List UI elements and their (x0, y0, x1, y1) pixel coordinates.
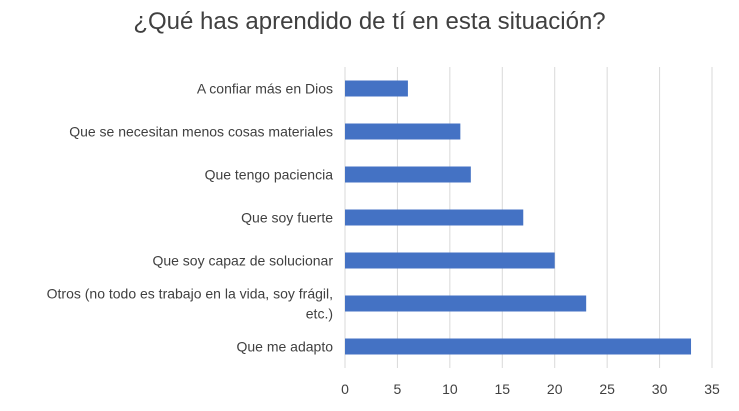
x-tick-label: 10 (442, 381, 458, 397)
x-axis-ticks: 0 5 10 15 20 25 30 35 (341, 381, 720, 397)
category-label-5: Que soy capaz de solucionar (152, 253, 333, 269)
x-tick-label: 35 (704, 381, 720, 397)
bar-5 (345, 252, 555, 269)
x-tick-label: 30 (652, 381, 668, 397)
bars (345, 80, 692, 355)
bar-7 (345, 338, 692, 355)
category-label-1: A confiar más en Dios (197, 81, 333, 97)
x-tick-label: 0 (341, 381, 349, 397)
x-tick-label: 15 (494, 381, 510, 397)
category-labels: A confiar más en Dios Que se necesitan me… (47, 81, 334, 355)
x-tick-label: 20 (547, 381, 563, 397)
x-tick-label: 5 (394, 381, 402, 397)
bar-4 (345, 209, 524, 226)
bar-1 (345, 80, 408, 97)
category-label-6: Otros (no todo es trabajo en la vida, so… (47, 286, 333, 322)
category-label-4: Que soy fuerte (241, 210, 333, 226)
bar-3 (345, 166, 471, 183)
category-label-2: Que se necesitan menos cosas materiales (69, 124, 333, 140)
category-label-3: Que tengo paciencia (205, 167, 334, 183)
bar-2 (345, 123, 461, 140)
bar-6 (345, 295, 587, 312)
x-tick-label: 25 (599, 381, 615, 397)
category-label-7: Que me adapto (236, 339, 333, 355)
chart-title: ¿Qué has aprendido de tí en esta situaci… (133, 8, 606, 35)
